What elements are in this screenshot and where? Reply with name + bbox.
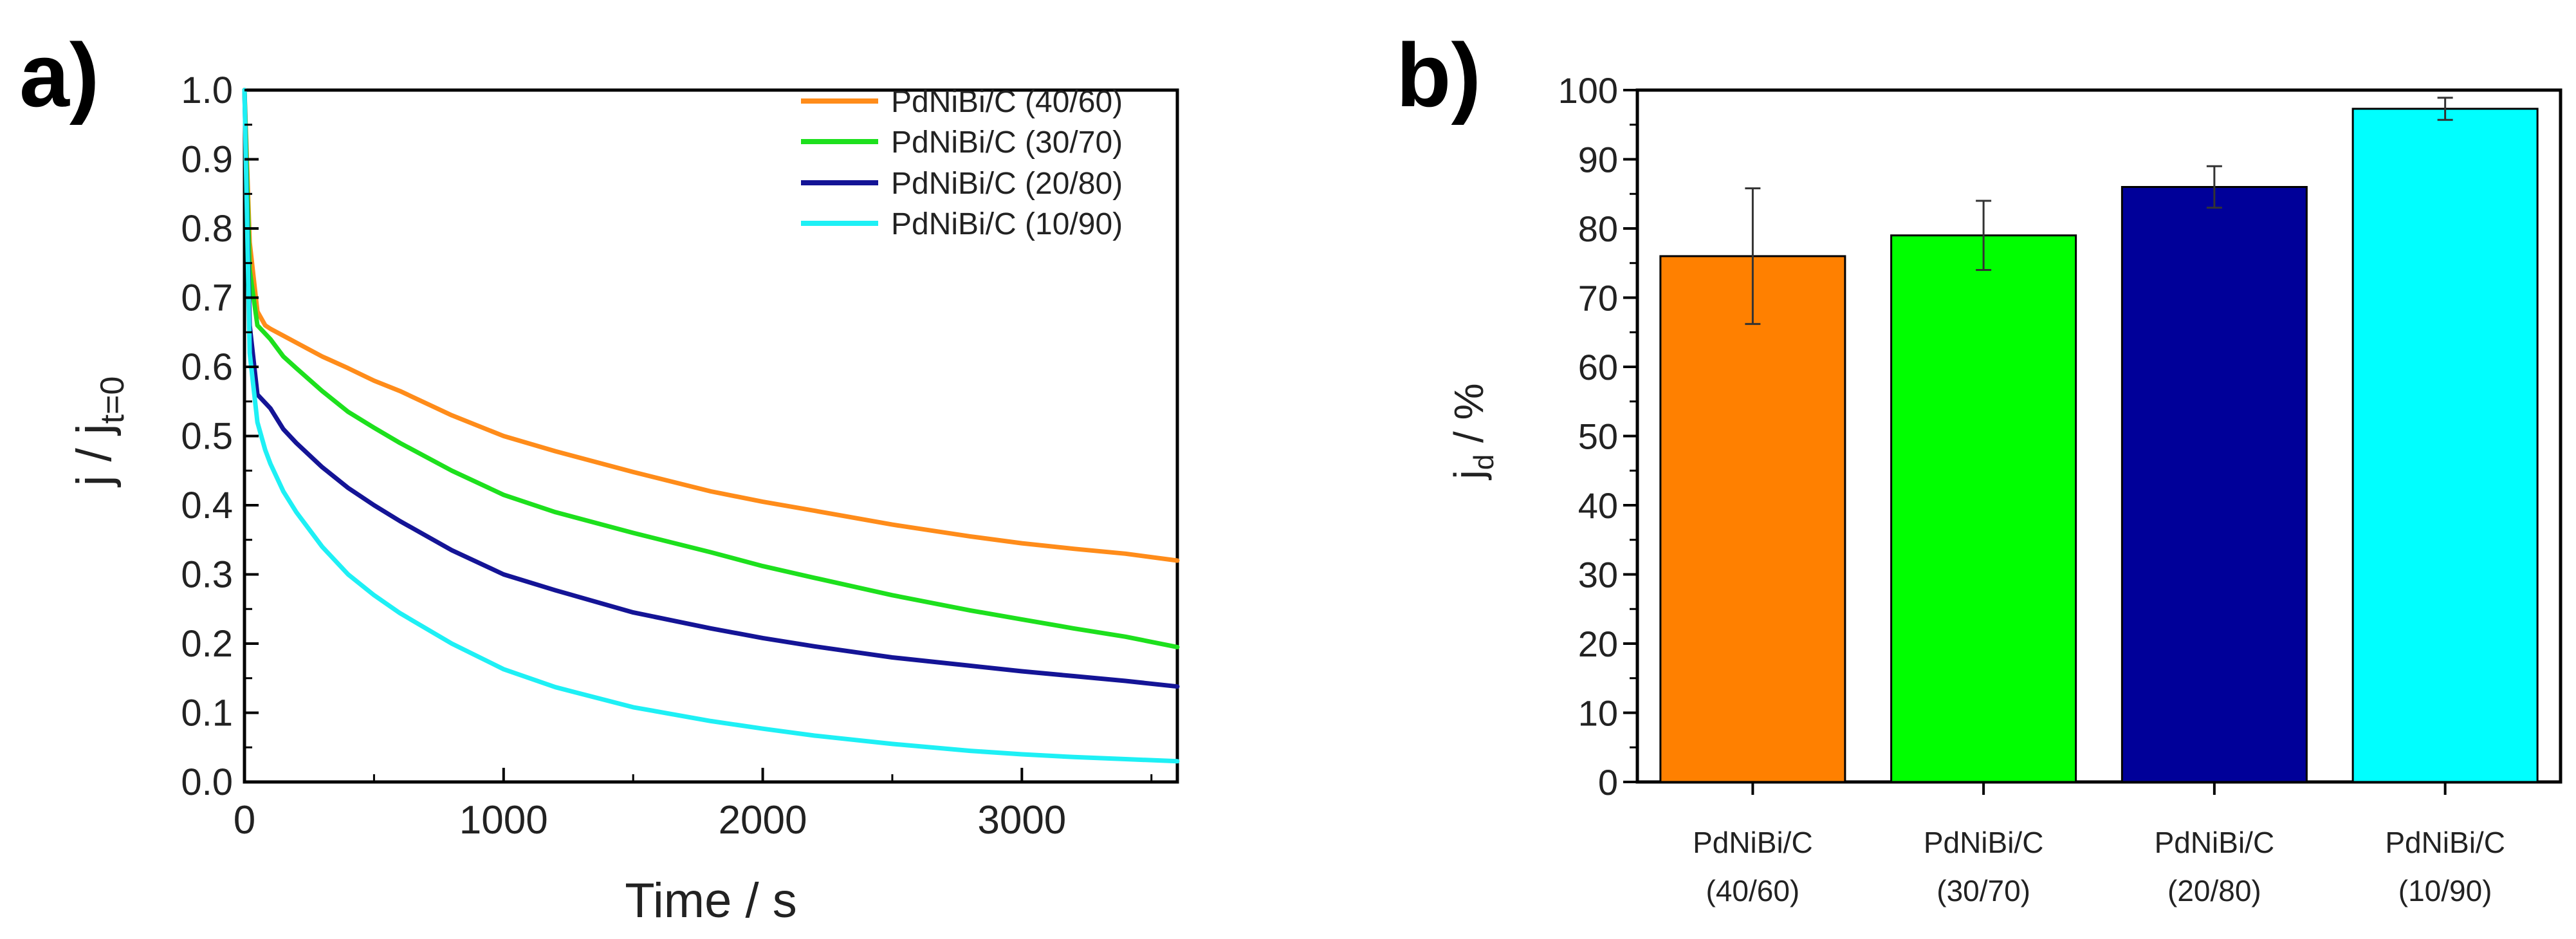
b-y-tick-label-7: 70 [1578, 278, 1618, 319]
panel-a-x-axis-title: Time / s [625, 873, 796, 928]
b-x-label-line1-2: PdNiBi/C [2155, 826, 2275, 859]
a-x-tick-label-3: 3000 [977, 798, 1066, 842]
a-x-tick-label-1: 1000 [459, 798, 548, 842]
panel-a-y-axis-title: j / jt=0 [67, 377, 131, 488]
panel-a-x-axis: 0 1000 2000 3000 [234, 768, 1153, 842]
legend-item-20-80: PdNiBi/C (20/80) [801, 167, 1123, 201]
a-x-tick-label-0: 0 [234, 798, 255, 842]
panel-b-y-axis: 0 10 20 30 40 50 60 70 80 90 100 [1558, 70, 1637, 803]
b-x-label-line1-3: PdNiBi/C [2385, 826, 2505, 859]
panel-a-series-lines [242, 88, 1180, 764]
b-x-label-line2-0: (40/60) [1706, 874, 1800, 907]
panel-a: a) 0.0 0.1 0.2 0.3 0.4 0.5 0.6 0.7 0.8 0.9 1.0 0 10… [19, 24, 1180, 928]
panel-b: b) 0 10 20 30 40 50 60 70 80 90 100 PdNiBi/C (40/60… [1396, 24, 2562, 907]
legend-label-10-90: PdNiBi/C (10/90) [891, 207, 1123, 241]
legend-item-40-60: PdNiBi/C (40/60) [801, 85, 1123, 119]
panel-b-x-axis: PdNiBi/C (40/60) PdNiBi/C (30/70) PdNiBi/C (2… [1693, 782, 2505, 907]
panel-a-y-axis: 0.0 0.1 0.2 0.3 0.4 0.5 0.6 0.7 0.8 0.9 1.0 [181, 70, 259, 803]
b-y-tick-label-0: 0 [1598, 762, 1618, 803]
series-line-pdnibi-c-20-80 [242, 88, 1180, 689]
bar-20-80 [2121, 186, 2308, 783]
legend-label-40-60: PdNiBi/C (40/60) [891, 85, 1123, 119]
b-y-tick-label-9: 90 [1578, 140, 1618, 180]
b-x-label-line2-3: (10/90) [2398, 874, 2492, 907]
legend-item-10-90: PdNiBi/C (10/90) [801, 207, 1123, 241]
b-y-tick-label-4: 40 [1578, 485, 1618, 526]
a-y-tick-label-0: 0.0 [181, 761, 233, 803]
panel-b-y-axis-title-main: j [1446, 470, 1492, 480]
panel-b-label: b) [1396, 24, 1481, 126]
b-y-tick-label-3: 30 [1578, 555, 1618, 595]
legend-label-20-80: PdNiBi/C (20/80) [891, 167, 1123, 201]
a-x-tick-label-2: 2000 [719, 798, 807, 842]
series-line-pdnibi-c-10-90 [242, 88, 1180, 764]
a-y-tick-label-1: 0.1 [181, 693, 233, 734]
a-y-tick-label-10: 1.0 [181, 70, 233, 111]
legend-label-30-70: PdNiBi/C (30/70) [891, 126, 1123, 160]
b-y-tick-label-2: 20 [1578, 624, 1618, 664]
b-y-tick-label-6: 60 [1578, 347, 1618, 387]
a-y-tick-label-6: 0.6 [181, 346, 233, 388]
b-x-label-line1-0: PdNiBi/C [1693, 826, 1813, 859]
series-line-pdnibi-c-40-60 [242, 88, 1180, 563]
panel-b-y-axis-title-suffix: / % [1446, 384, 1492, 454]
panel-b-bars [1659, 97, 2539, 783]
panel-a-y-axis-title-main: j / j [67, 423, 122, 487]
a-y-tick-label-8: 0.8 [181, 208, 233, 250]
a-y-tick-label-2: 0.2 [181, 623, 233, 665]
a-y-tick-label-5: 0.5 [181, 416, 233, 458]
b-x-label-line1-1: PdNiBi/C [1924, 826, 2044, 859]
b-y-tick-label-10: 100 [1558, 70, 1618, 111]
panel-a-legend: PdNiBi/C (40/60) PdNiBi/C (30/70) PdNiBi… [801, 85, 1123, 241]
panel-b-y-axis-title-sub: d [1468, 454, 1500, 470]
panel-a-y-axis-title-sub: t=0 [94, 377, 131, 424]
b-y-tick-label-8: 80 [1578, 209, 1618, 249]
bar-30-70 [1890, 234, 2077, 783]
a-y-tick-label-7: 0.7 [181, 277, 233, 319]
panel-a-label: a) [19, 24, 99, 126]
b-y-tick-label-5: 50 [1578, 416, 1618, 457]
bar-40-60 [1659, 255, 1846, 783]
a-y-tick-label-3: 0.3 [181, 554, 233, 596]
legend-item-30-70: PdNiBi/C (30/70) [801, 126, 1123, 160]
a-y-tick-label-9: 0.9 [181, 139, 233, 181]
b-x-label-line2-1: (30/70) [1937, 874, 2030, 907]
series-line-pdnibi-c-30-70 [242, 88, 1180, 649]
b-x-label-line2-2: (20/80) [2167, 874, 2261, 907]
bar-10-90 [2351, 107, 2539, 783]
b-y-tick-label-1: 10 [1578, 693, 1618, 734]
panel-b-y-axis-title: jd / % [1446, 384, 1500, 481]
a-y-tick-label-4: 0.4 [181, 485, 233, 526]
